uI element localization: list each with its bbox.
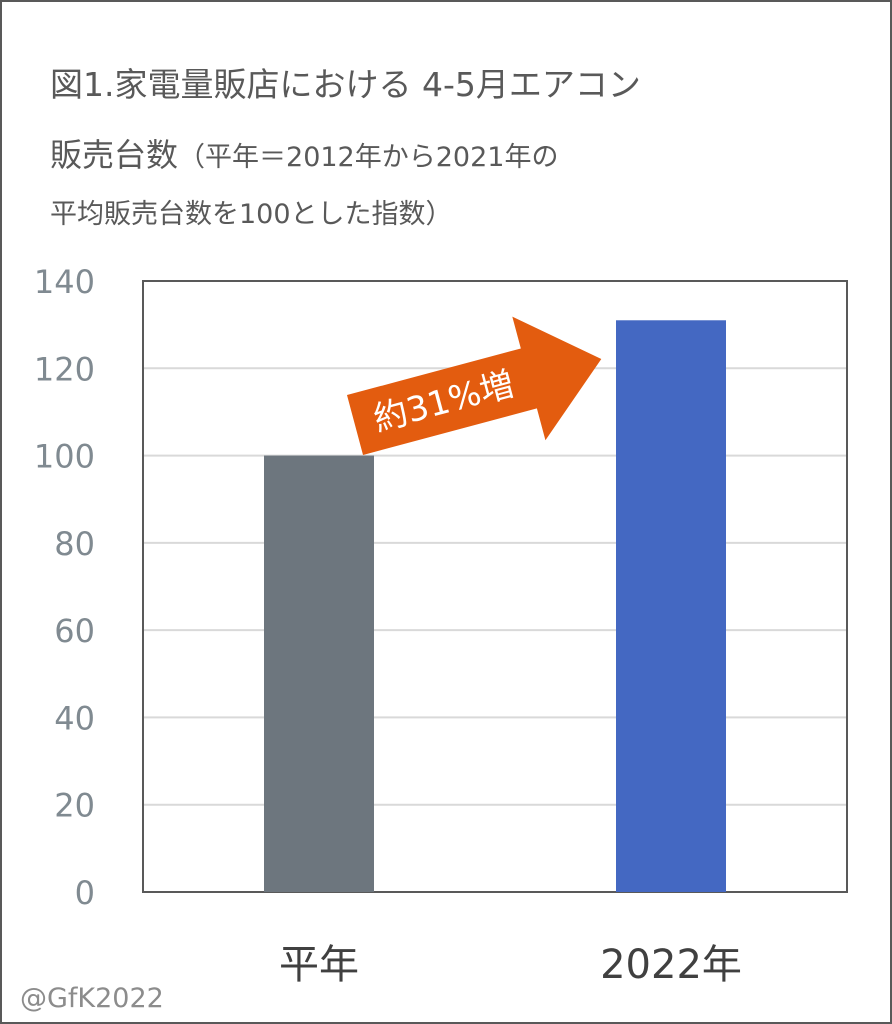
- category-label: 平年: [279, 942, 359, 988]
- increase-arrow-shape: [346, 316, 602, 455]
- chart-title-line1: 図1.家電量販店における 4-5月エアコン: [50, 65, 641, 104]
- y-axis-ticks: 0 20 40 60 80 100 120 140: [34, 263, 95, 912]
- chart-title-main: 販売台数: [50, 136, 179, 174]
- y-tick-label: 100: [34, 438, 95, 476]
- chart-title-line3: 平均販売台数を100とした指数）: [50, 199, 453, 230]
- bar-normal-year: [264, 455, 374, 892]
- y-tick-label: 0: [75, 874, 95, 912]
- category-label: 2022年: [600, 942, 742, 988]
- chart-title-line2: 販売台数（平年＝2012年から2021年の: [50, 130, 558, 176]
- y-tick-label: 80: [54, 525, 95, 563]
- y-tick-label: 140: [34, 263, 95, 301]
- y-tick-label: 20: [54, 787, 95, 825]
- copyright-credit: @GfK2022: [20, 983, 164, 1014]
- plot-area: [142, 280, 848, 893]
- increase-arrow: 約31%増: [346, 316, 602, 455]
- category-labels: 平年 2022年: [279, 942, 742, 988]
- y-tick-label: 40: [54, 699, 95, 737]
- y-tick-label: 120: [34, 350, 95, 388]
- chart-title-sub: （平年＝2012年から2021年の: [178, 142, 559, 173]
- bars: [264, 320, 726, 892]
- y-tick-label: 60: [54, 612, 95, 650]
- bar-year-2022: [616, 320, 726, 892]
- gridlines: [143, 367, 847, 806]
